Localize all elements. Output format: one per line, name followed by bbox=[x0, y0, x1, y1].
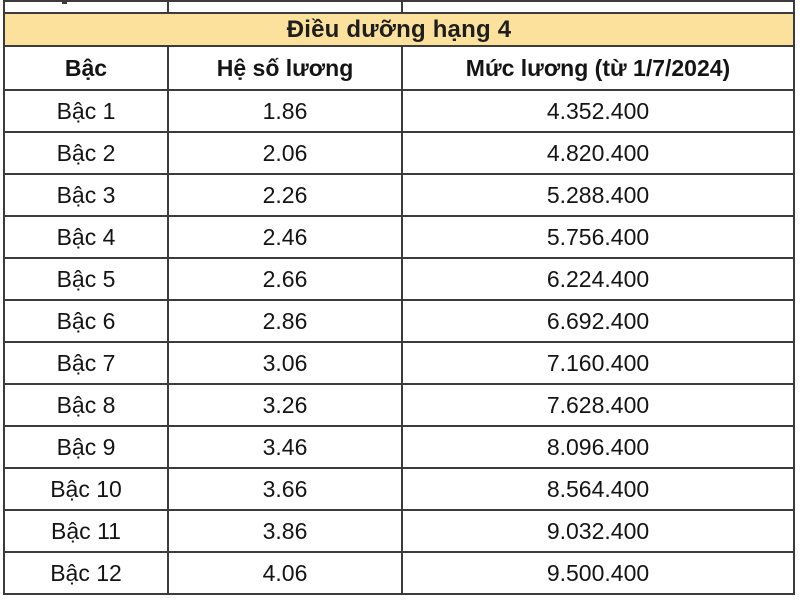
coefficient-cell: 3.46 bbox=[167, 425, 403, 469]
table-row: Bậc 9 3.46 8.096.400 bbox=[3, 425, 795, 469]
salary-cell: 8.564.400 bbox=[401, 467, 795, 511]
salary-cell: 7.160.400 bbox=[401, 341, 795, 385]
column-header-he-so-luong: Hệ số lương bbox=[167, 45, 403, 91]
level-cell: Bậc 2 bbox=[3, 131, 169, 175]
level-cell: Bậc 4 bbox=[3, 215, 169, 259]
level-cell: Bậc 11 bbox=[3, 509, 169, 553]
level-cell: Bậc 3 bbox=[3, 173, 169, 217]
level-cell: Bậc 6 bbox=[3, 299, 169, 343]
coefficient-cell: 3.86 bbox=[167, 509, 403, 553]
salary-cell: 6.692.400 bbox=[401, 299, 795, 343]
table-row: Bậc 6 2.86 6.692.400 bbox=[3, 299, 795, 343]
salary-cell: 7.628.400 bbox=[401, 383, 795, 427]
salary-cell: 5.288.400 bbox=[401, 173, 795, 217]
level-cell: Bậc 9 bbox=[3, 425, 169, 469]
coefficient-cell: 4.06 bbox=[167, 551, 403, 595]
table-title: Điều dưỡng hạng 4 bbox=[3, 12, 795, 47]
table-row: Bậc 10 3.66 8.564.400 bbox=[3, 467, 795, 511]
salary-cell: 6.224.400 bbox=[401, 257, 795, 301]
level-cell: Bậc 7 bbox=[3, 341, 169, 385]
column-header-muc-luong: Mức lương (từ 1/7/2024) bbox=[401, 45, 795, 91]
table-row: Bậc 1 1.86 4.352.400 bbox=[3, 89, 795, 133]
previous-row-partial bbox=[3, 0, 795, 14]
coefficient-cell: 1.86 bbox=[167, 89, 403, 133]
column-header-bac: Bậc bbox=[3, 45, 169, 91]
table-row: Bậc 4 2.46 5.756.400 bbox=[3, 215, 795, 259]
coefficient-cell: 3.06 bbox=[167, 341, 403, 385]
level-cell: Bậc 12 bbox=[3, 551, 169, 595]
partial-cell-salary bbox=[401, 0, 795, 14]
salary-table: Điều dưỡng hạng 4 Bậc Hệ số lương Mức lư… bbox=[3, 0, 795, 595]
partial-cell-coefficient bbox=[167, 0, 403, 14]
table-header-row: Bậc Hệ số lương Mức lương (từ 1/7/2024) bbox=[3, 45, 795, 91]
level-cell: Bậc 5 bbox=[3, 257, 169, 301]
coefficient-cell: 3.26 bbox=[167, 383, 403, 427]
coefficient-cell: 2.46 bbox=[167, 215, 403, 259]
level-cell: Bậc 8 bbox=[3, 383, 169, 427]
table-row: Bậc 3 2.26 5.288.400 bbox=[3, 173, 795, 217]
table-row: Bậc 12 4.06 9.500.400 bbox=[3, 551, 795, 595]
coefficient-cell: 2.26 bbox=[167, 173, 403, 217]
table-title-row: Điều dưỡng hạng 4 bbox=[3, 12, 795, 47]
table-row: Bậc 8 3.26 7.628.400 bbox=[3, 383, 795, 427]
clipped-character-remnant bbox=[62, 0, 67, 4]
level-cell: Bậc 1 bbox=[3, 89, 169, 133]
salary-cell: 8.096.400 bbox=[401, 425, 795, 469]
coefficient-cell: 2.86 bbox=[167, 299, 403, 343]
level-cell: Bậc 10 bbox=[3, 467, 169, 511]
salary-cell: 5.756.400 bbox=[401, 215, 795, 259]
table-row: Bậc 2 2.06 4.820.400 bbox=[3, 131, 795, 175]
coefficient-cell: 2.66 bbox=[167, 257, 403, 301]
salary-cell: 4.352.400 bbox=[401, 89, 795, 133]
salary-cell: 4.820.400 bbox=[401, 131, 795, 175]
coefficient-cell: 3.66 bbox=[167, 467, 403, 511]
partial-cell-level bbox=[3, 0, 169, 14]
table-row: Bậc 7 3.06 7.160.400 bbox=[3, 341, 795, 385]
table-row: Bậc 11 3.86 9.032.400 bbox=[3, 509, 795, 553]
salary-cell: 9.032.400 bbox=[401, 509, 795, 553]
salary-cell: 9.500.400 bbox=[401, 551, 795, 595]
table-row: Bậc 5 2.66 6.224.400 bbox=[3, 257, 795, 301]
coefficient-cell: 2.06 bbox=[167, 131, 403, 175]
